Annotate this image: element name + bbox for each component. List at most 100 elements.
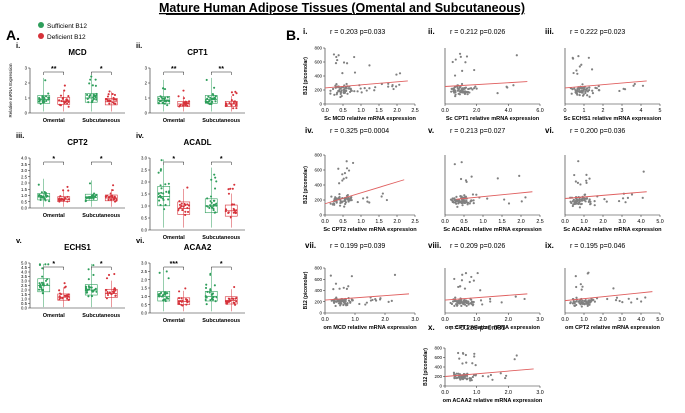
y-tick-label: 3.5	[21, 162, 28, 167]
x-axis-label: Sc CPT2 relative mRNA expression	[323, 227, 417, 233]
data-point	[344, 199, 347, 203]
data-point	[66, 294, 69, 297]
data-point	[360, 91, 363, 94]
data-point	[618, 89, 621, 93]
data-point	[114, 289, 117, 292]
data-point	[95, 290, 98, 293]
data-point	[184, 298, 188, 301]
data-point	[44, 192, 48, 195]
y-tick-label: 2.5	[141, 269, 148, 274]
data-point	[62, 96, 65, 99]
data-point	[465, 361, 468, 364]
data-point	[204, 298, 207, 302]
data-point	[88, 82, 91, 85]
data-point	[584, 200, 587, 203]
data-point	[343, 205, 346, 208]
deficient-group	[104, 272, 118, 308]
data-point	[345, 82, 348, 86]
data-point	[572, 300, 575, 303]
data-point	[624, 201, 627, 204]
data-point	[341, 179, 344, 182]
data-point	[88, 182, 92, 185]
data-point	[463, 298, 466, 302]
data-point	[470, 175, 473, 178]
data-point	[113, 272, 116, 276]
data-point	[585, 88, 588, 92]
data-point	[230, 104, 233, 107]
data-point	[583, 193, 587, 196]
data-point	[228, 102, 231, 105]
data-point	[211, 98, 214, 101]
data-point	[182, 205, 185, 208]
category-label: Subcutaneous	[82, 118, 120, 124]
data-point	[95, 92, 98, 95]
y-tick-label: 0	[439, 384, 442, 389]
data-point	[38, 284, 41, 287]
data-point	[636, 297, 639, 300]
data-point	[63, 282, 66, 285]
data-point	[356, 200, 359, 204]
data-point	[578, 91, 581, 94]
significance-bracket	[163, 266, 184, 270]
data-point	[590, 68, 594, 71]
data-point	[615, 296, 619, 299]
data-point	[468, 87, 471, 90]
data-point	[67, 100, 70, 104]
data-point	[39, 98, 42, 101]
data-point	[450, 302, 454, 306]
data-point	[459, 55, 462, 58]
x-tick-label: 1.5	[375, 219, 382, 225]
data-point	[157, 171, 160, 174]
x-tick-label: 3.0	[411, 317, 418, 323]
data-point	[224, 210, 227, 213]
data-point	[342, 177, 345, 180]
data-point	[38, 263, 41, 266]
data-point	[586, 272, 589, 275]
data-point	[58, 292, 62, 295]
data-point	[212, 296, 215, 299]
data-point	[184, 213, 187, 217]
data-point	[38, 100, 41, 103]
data-point	[463, 303, 467, 306]
data-point	[186, 210, 190, 214]
data-point	[585, 179, 588, 182]
data-point	[332, 288, 335, 291]
data-point	[166, 104, 169, 107]
category-label: Subcutaneous	[82, 213, 120, 219]
data-point	[214, 211, 217, 214]
data-point	[231, 203, 234, 206]
data-point	[227, 192, 230, 195]
data-point	[63, 89, 66, 92]
data-point	[591, 89, 594, 92]
data-point	[344, 198, 347, 201]
data-point	[105, 297, 108, 300]
data-point	[581, 83, 584, 86]
data-point	[453, 74, 457, 77]
data-point	[507, 202, 511, 205]
data-point	[465, 55, 469, 58]
x-tick-label: 1.0	[580, 219, 587, 225]
correlation-stats: r = 0.200 p=0.036	[570, 128, 625, 135]
panel-number: ix.	[545, 241, 554, 250]
data-point	[211, 293, 214, 296]
data-point	[214, 300, 217, 303]
panel-number: iii.	[16, 131, 24, 140]
data-point	[617, 199, 621, 203]
data-point	[159, 100, 162, 103]
y-axis-label: B12 (picomolar)	[423, 348, 429, 386]
data-point	[61, 297, 64, 300]
data-point	[60, 100, 63, 103]
data-point	[632, 84, 635, 87]
x-tick-label: 2.0	[599, 317, 606, 323]
panel-number: i.	[16, 41, 20, 50]
significance-bracket	[91, 161, 112, 165]
data-point	[593, 300, 596, 303]
data-point	[164, 183, 167, 186]
data-point	[630, 193, 634, 196]
data-point	[391, 83, 394, 87]
data-point	[598, 89, 601, 92]
data-point	[463, 194, 466, 197]
data-point	[159, 169, 162, 172]
data-point	[214, 176, 217, 179]
data-point	[165, 190, 168, 193]
